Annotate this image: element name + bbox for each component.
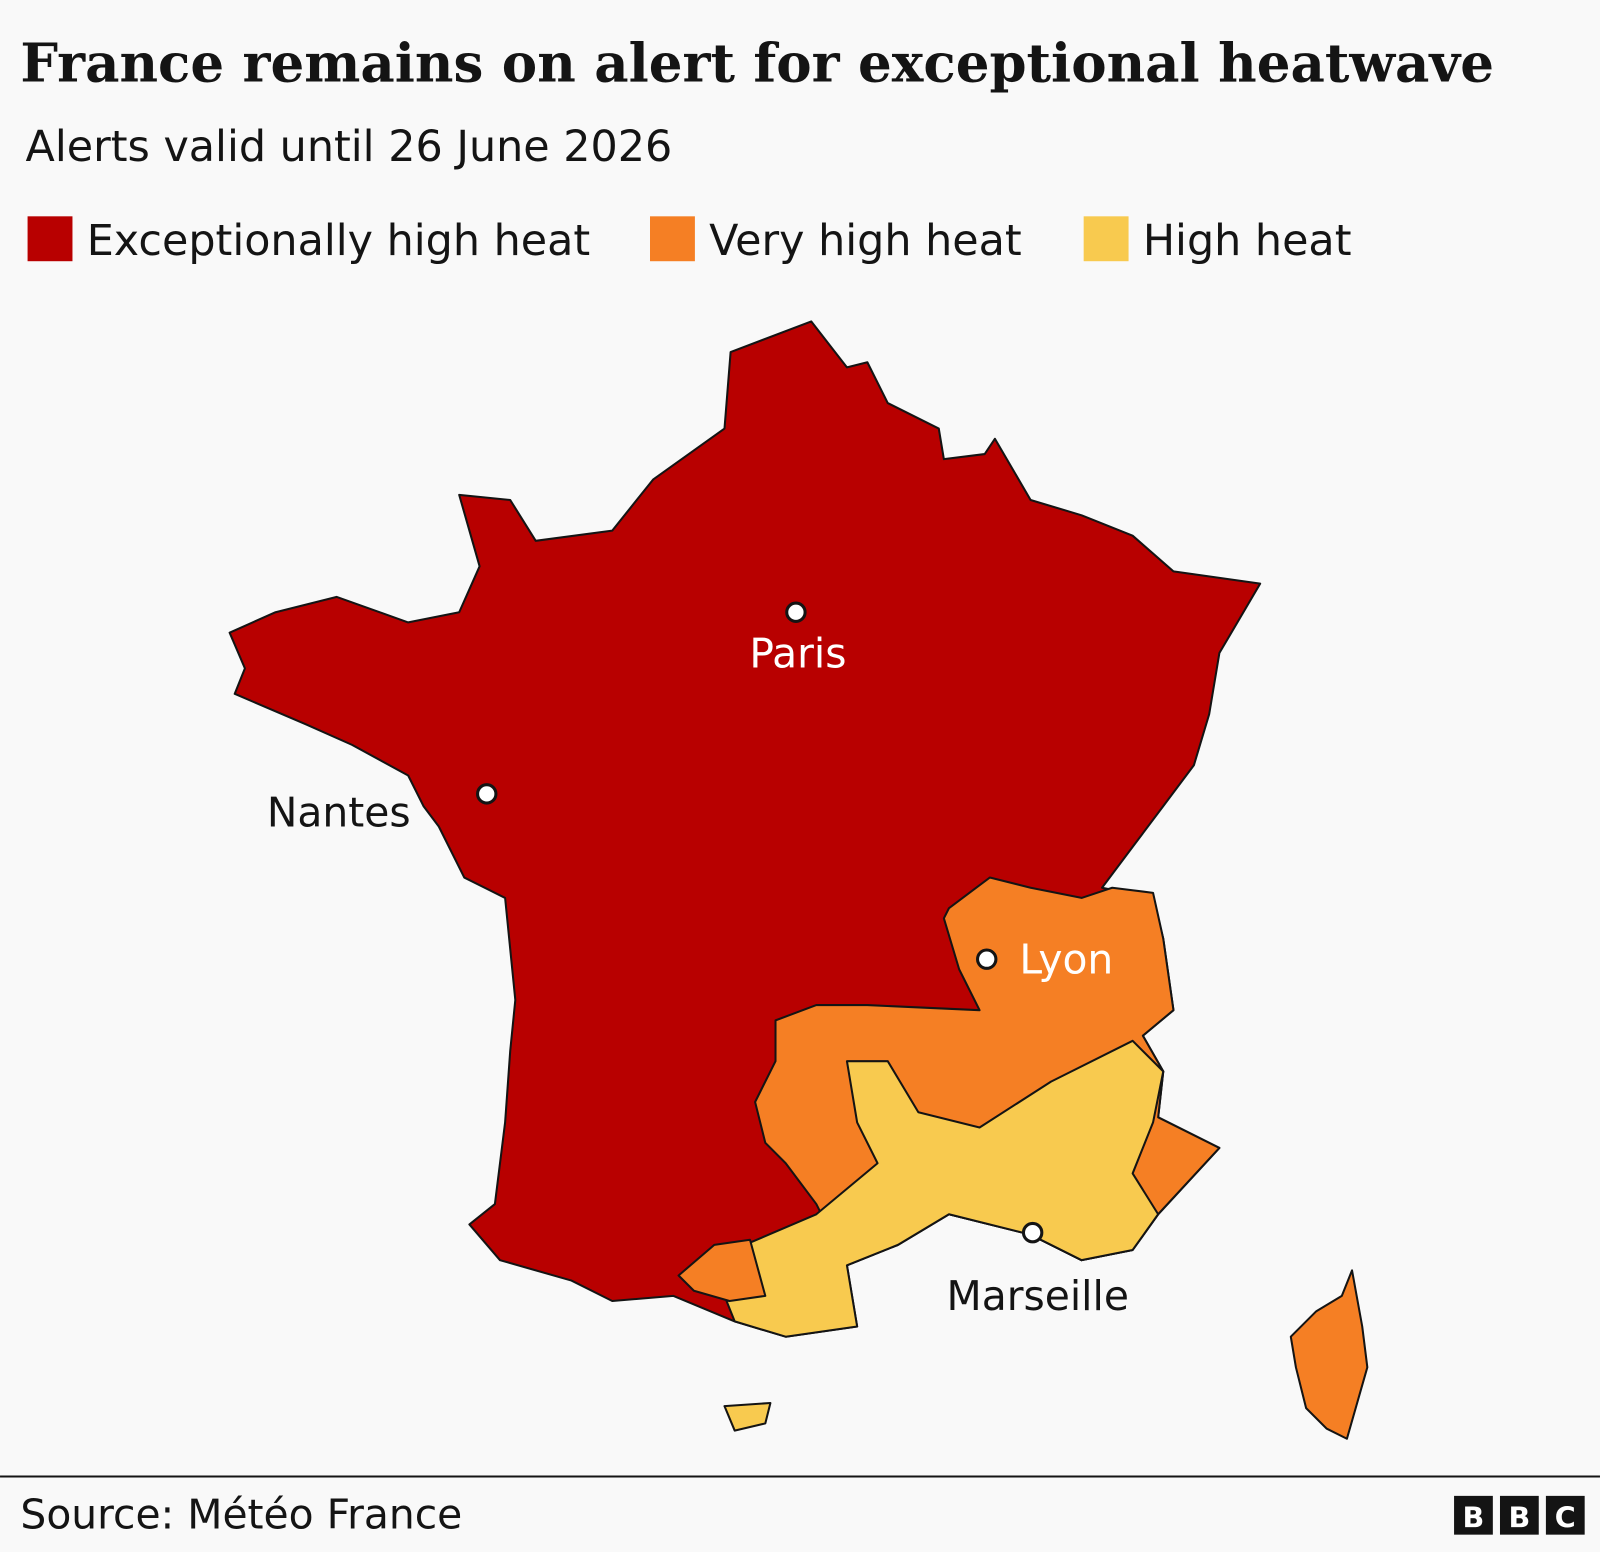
legend: Exceptionally high heat Very high heat Hig… bbox=[27, 216, 1352, 266]
city-label: Marseille bbox=[947, 1272, 1129, 1320]
title: France remains on alert for exceptional … bbox=[20, 32, 1494, 95]
cities: Paris Nantes Lyon Marseille bbox=[267, 601, 1129, 1320]
legend-swatch bbox=[27, 216, 73, 262]
logo-letter: B bbox=[1508, 1501, 1530, 1535]
source: Source: Météo France bbox=[20, 1491, 462, 1539]
logo-box bbox=[1545, 1495, 1585, 1535]
city-label: Lyon bbox=[1019, 935, 1113, 983]
legend-label: Exceptionally high heat bbox=[87, 216, 590, 266]
legend-label: High heat bbox=[1143, 216, 1352, 266]
map bbox=[228, 320, 1369, 1440]
city-label: Paris bbox=[749, 629, 846, 677]
logo-box bbox=[1454, 1495, 1493, 1535]
legend-label: Very high heat bbox=[709, 216, 1022, 266]
logo-box bbox=[1499, 1495, 1539, 1535]
city-marker bbox=[1021, 1221, 1044, 1244]
region bbox=[1289, 1269, 1369, 1440]
logo-letter: B bbox=[1463, 1501, 1485, 1535]
city-marker bbox=[476, 783, 498, 805]
city-marker bbox=[976, 948, 998, 970]
legend-swatch bbox=[1083, 216, 1129, 262]
region bbox=[723, 1402, 772, 1432]
legend-swatch bbox=[650, 216, 695, 262]
logo-letter: C bbox=[1555, 1501, 1576, 1535]
city-label: Nantes bbox=[267, 789, 411, 837]
city-marker bbox=[785, 601, 807, 623]
region bbox=[677, 1238, 767, 1303]
subtitle: Alerts valid until 26 June 2026 bbox=[26, 122, 673, 172]
